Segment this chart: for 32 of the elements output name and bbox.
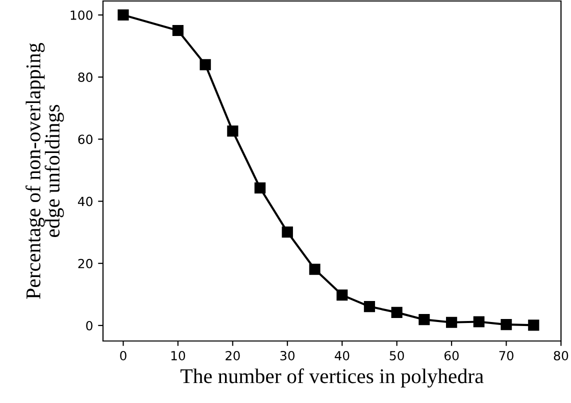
point: [336, 289, 348, 301]
point: [200, 59, 211, 70]
point: [309, 264, 320, 275]
y-tick-label: 100: [70, 10, 92, 20]
x-axis-title: The number of vertices in polyhedra: [180, 368, 484, 388]
x-tick-label: 0: [120, 350, 126, 360]
y-tick-label: 60: [78, 134, 92, 144]
point: [254, 182, 266, 194]
point: [282, 226, 293, 238]
x-tick-label: 10: [171, 350, 186, 360]
y-tick-label: 80: [78, 72, 92, 82]
y-axis-title: Percentage of non-overlapping edge unfoldings: [26, 42, 64, 299]
x-tick-label: 40: [334, 350, 350, 360]
point: [446, 316, 458, 328]
point: [418, 314, 430, 326]
y-tick-label: 20: [78, 258, 92, 268]
point: [473, 316, 484, 328]
x-tick-label: 20: [226, 350, 240, 360]
y-tick-label: 0: [86, 320, 92, 330]
x-tick-label: 30: [280, 350, 295, 360]
point: [391, 306, 402, 318]
x-tick-label: 50: [390, 350, 404, 360]
x-tick-label: 80: [554, 350, 568, 360]
point: [500, 318, 512, 330]
x-tick-label: 70: [499, 350, 514, 360]
point: [118, 9, 129, 21]
point: [227, 126, 238, 137]
point: [528, 320, 540, 331]
point: [172, 24, 184, 36]
point: [364, 300, 376, 312]
y-tick-label: 40: [78, 196, 92, 206]
x-tick-label: 60: [444, 350, 459, 360]
